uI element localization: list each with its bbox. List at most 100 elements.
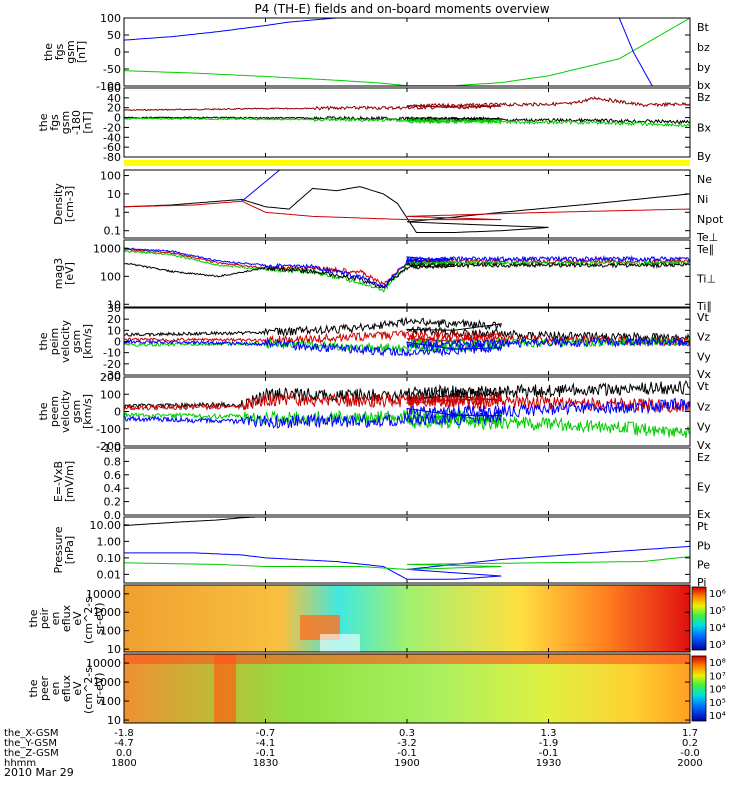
legend-entry: Pi — [697, 576, 706, 589]
y-tick-label: 0.1 — [104, 225, 122, 238]
panel-temperature: Te∥ Ti⊥ Ti∥ 1000 100 10 mag3[eV] — [52, 239, 716, 313]
legend-entry: Vx — [697, 439, 712, 452]
x-row-value: -0.1 — [539, 748, 559, 759]
x-row-label: hhmm — [4, 758, 36, 769]
y-tick-label: -50 — [103, 63, 121, 76]
panels: Btbzbybx100500-50-100thefgsgsm[nT]BzBxBy… — [27, 12, 726, 727]
x-row-value: -4.7 — [114, 738, 134, 749]
panel-pressure: Pt Pb Pe Pi 10.00 1.00 0.10 0.01 Pressure[nPa] — [52, 516, 711, 589]
spectrogram-band — [124, 654, 690, 664]
y-tick-label: 100 — [100, 388, 121, 401]
series-line-peim_velocity-Vz — [124, 329, 690, 348]
legend-entry: Ne — [697, 173, 712, 186]
y-tick-label: 0.4 — [104, 482, 122, 495]
colorbar-tick-label: 10⁵ — [709, 606, 726, 617]
legend-entry: Vt — [697, 311, 710, 324]
y-tick-label: 1000 — [93, 606, 121, 619]
y-tick-label: 200 — [100, 371, 121, 384]
legend-entry: Ez — [697, 451, 710, 464]
y-tick-label: 20 — [107, 102, 121, 115]
y-tick-label: 10 — [107, 324, 121, 337]
legend-entry: Pe — [697, 559, 710, 572]
series-line-peim_velocity-Vt — [124, 316, 690, 343]
legend-entry: Ni — [697, 193, 708, 206]
legend-entry: Pt — [697, 520, 709, 533]
y-tick-label: 100 — [100, 12, 121, 25]
x-row-value: 1.3 — [541, 728, 557, 739]
x-row-value: 0.0 — [116, 748, 132, 759]
y-tick-label: 1000 — [93, 242, 121, 255]
panel-efield: Ez Ey Ex 1.00.80.60.40.20.0 E=-VxB[mV/m] — [52, 442, 711, 522]
series-line-fgs_gsm-by — [124, 18, 690, 86]
x-row-value: 1830 — [253, 758, 278, 769]
y-axis-label: thepeirenefluxeV(cm^2-s-sr-eV) — [27, 593, 106, 644]
legend-entry: Te∥ — [696, 243, 714, 256]
panel-frame — [123, 17, 691, 87]
y-tick-label: 100 — [100, 695, 121, 708]
y-tick-label: -200 — [96, 440, 121, 453]
y-tick-label: 0.10 — [97, 552, 122, 565]
x-row-value: -1.8 — [114, 728, 134, 739]
legend-entry: Ti∥ — [696, 300, 712, 313]
y-tick-label: 20 — [107, 313, 121, 326]
panel-peer_spec: 10⁸ 10⁷ 10⁶ 10⁵ 10⁴ 10000 1000 100 10thepeerenef… — [27, 653, 726, 727]
y-tick-label: -100 — [96, 423, 121, 436]
series-line-fgs_gse-By — [124, 116, 690, 133]
series-line-pressure-Pi — [124, 537, 690, 580]
spectrogram-patch — [214, 654, 236, 723]
y-tick-label: 30 — [107, 302, 121, 315]
y-tick-label: 10 — [107, 298, 121, 311]
y-axis-label: E=-VxB[mV/m] — [52, 461, 76, 502]
y-tick-label: 10 — [107, 188, 121, 201]
series-line-density-Ne — [124, 200, 690, 221]
x-row-value: 1.7 — [682, 728, 698, 739]
colorbar-tick-label: 10⁶ — [709, 589, 726, 600]
y-tick-label: -30 — [103, 369, 121, 382]
x-axis-labels: the_X-GSM -1.8 -0.7 0.3 1.3 1.7 the_Y-GSM -4.7 -… — [4, 728, 703, 769]
y-tick-label: 10 — [107, 714, 121, 727]
series-line-density-Ni — [124, 179, 690, 233]
legend-entry: by — [697, 61, 711, 74]
series-line-peem_velocity-Vz — [124, 392, 690, 414]
y-tick-label: 0 — [114, 112, 121, 125]
y-tick-label: 0.2 — [104, 496, 122, 509]
y-tick-label: 1.0 — [104, 442, 122, 455]
legend-entry: bx — [697, 79, 711, 92]
legend-entry: Ex — [697, 508, 711, 521]
x-row-value: -0.0 — [680, 748, 700, 759]
legend-entry: Ey — [697, 481, 711, 494]
legend-entry: Bt — [697, 21, 710, 34]
colorbar — [691, 655, 707, 722]
panel-frame — [123, 447, 691, 516]
y-axis-label: thefgsgsm-180[nT] — [37, 110, 94, 135]
legend-entry: Vx — [697, 368, 712, 381]
x-row-value: -1.9 — [539, 738, 559, 749]
series-line-peem_velocity-Vx — [124, 397, 690, 429]
x-row-value: -0.7 — [256, 728, 276, 739]
series-line-temperature-Ti⊥ — [124, 248, 690, 287]
spectrogram-image — [124, 654, 690, 723]
y-axis-label: thepeimvelocitygsm[km/s] — [37, 320, 94, 363]
colorbar-tick-label: 10⁷ — [709, 671, 726, 682]
x-row-label: the_Y-GSM — [4, 738, 57, 749]
y-tick-label: 0 — [114, 46, 121, 59]
panel-frame — [123, 239, 691, 308]
x-row-value: -4.1 — [256, 738, 276, 749]
colorbar-tick-label: 10³ — [709, 640, 726, 651]
figure-title: P4 (TH-E) fields and on-board moments ov… — [254, 2, 549, 16]
colorbar-tick-label: 10⁵ — [709, 698, 726, 709]
legend-entry: Bz — [697, 91, 711, 104]
panel-peem_velocity: Vt Vz Vy Vx 200 100 0 -100 -200thepeemvelocitygs… — [37, 371, 712, 453]
x-row-value: -3.2 — [397, 738, 417, 749]
series-line-peem_velocity-Vt — [124, 380, 690, 411]
x-row-value: 1800 — [111, 758, 136, 769]
y-axis-label: Pressure[nPa] — [52, 526, 76, 573]
series-line-pressure-Pe — [124, 556, 690, 570]
colorbar-tick-label: 10⁸ — [709, 658, 726, 669]
series-line-temperature-Te∥ — [124, 261, 690, 289]
spectrogram-gap — [320, 634, 360, 652]
colorbar-tick-label: 10⁶ — [709, 685, 726, 696]
